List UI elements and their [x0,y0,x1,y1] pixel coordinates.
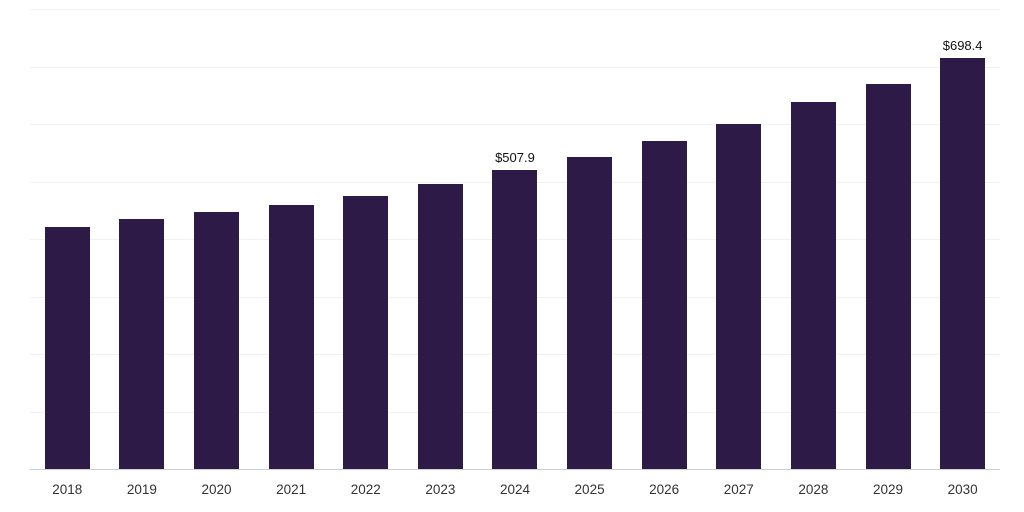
x-tick-label: 2018 [52,482,83,497]
bar-column-2018 [30,10,105,469]
x-axis: 2018 2019 2020 2021 2022 2023 2024 2025 2026 2027… [30,470,1000,512]
gridline [30,66,1000,68]
bar-2025 [567,157,613,469]
bar-2019 [119,218,165,469]
gridline [30,9,1000,10]
plot-area: $507.9 $698.4 [30,9,1000,470]
x-tick-label: 2024 [499,482,530,497]
gridline [30,124,1000,125]
bar-2021 [268,204,314,469]
x-tick-label: 2026 [649,482,680,497]
bar-2028 [790,102,836,469]
bar-column-2025 [552,10,627,469]
x-tick-label: 2023 [425,482,456,497]
bar-2020 [194,211,240,469]
bar-column-2027 [701,10,776,469]
x-tick-label: 2022 [350,482,381,497]
x-tick-label: 2027 [723,482,754,497]
x-tick-label: 2019 [126,482,157,497]
x-tick-label: 2030 [947,482,978,497]
bar-column-2022 [328,10,403,469]
bar-column-2023 [403,10,478,469]
bar-value-label: $507.9 [495,150,535,166]
x-tick-label: 2025 [574,482,605,497]
bar-column-2028 [776,10,851,469]
bar-column-2029 [851,10,926,469]
bar-2029 [865,83,911,469]
bar-value-label: $698.4 [942,38,983,54]
bar-column-2021 [254,10,329,469]
bar-2023 [417,184,463,469]
bar-column-2020 [179,10,254,469]
x-tick-label: 2028 [798,482,829,497]
bar-column-2026 [627,10,702,469]
x-tick-label: 2020 [201,482,232,497]
bar-2026 [641,141,687,469]
bar-2018 [44,227,90,469]
bar-column-2030: $698.4 [925,10,1000,469]
bar-2022 [343,195,389,469]
bar-column-2019 [105,10,180,469]
bar-column-2024: $507.9 [478,10,553,469]
bar-2030 [940,58,986,469]
bar-2027 [716,123,762,469]
bars-row: $507.9 $698.4 [30,10,1000,470]
x-tick-label: 2029 [872,482,904,497]
bar-2024 [492,170,538,469]
x-tick-label: 2021 [276,482,307,497]
